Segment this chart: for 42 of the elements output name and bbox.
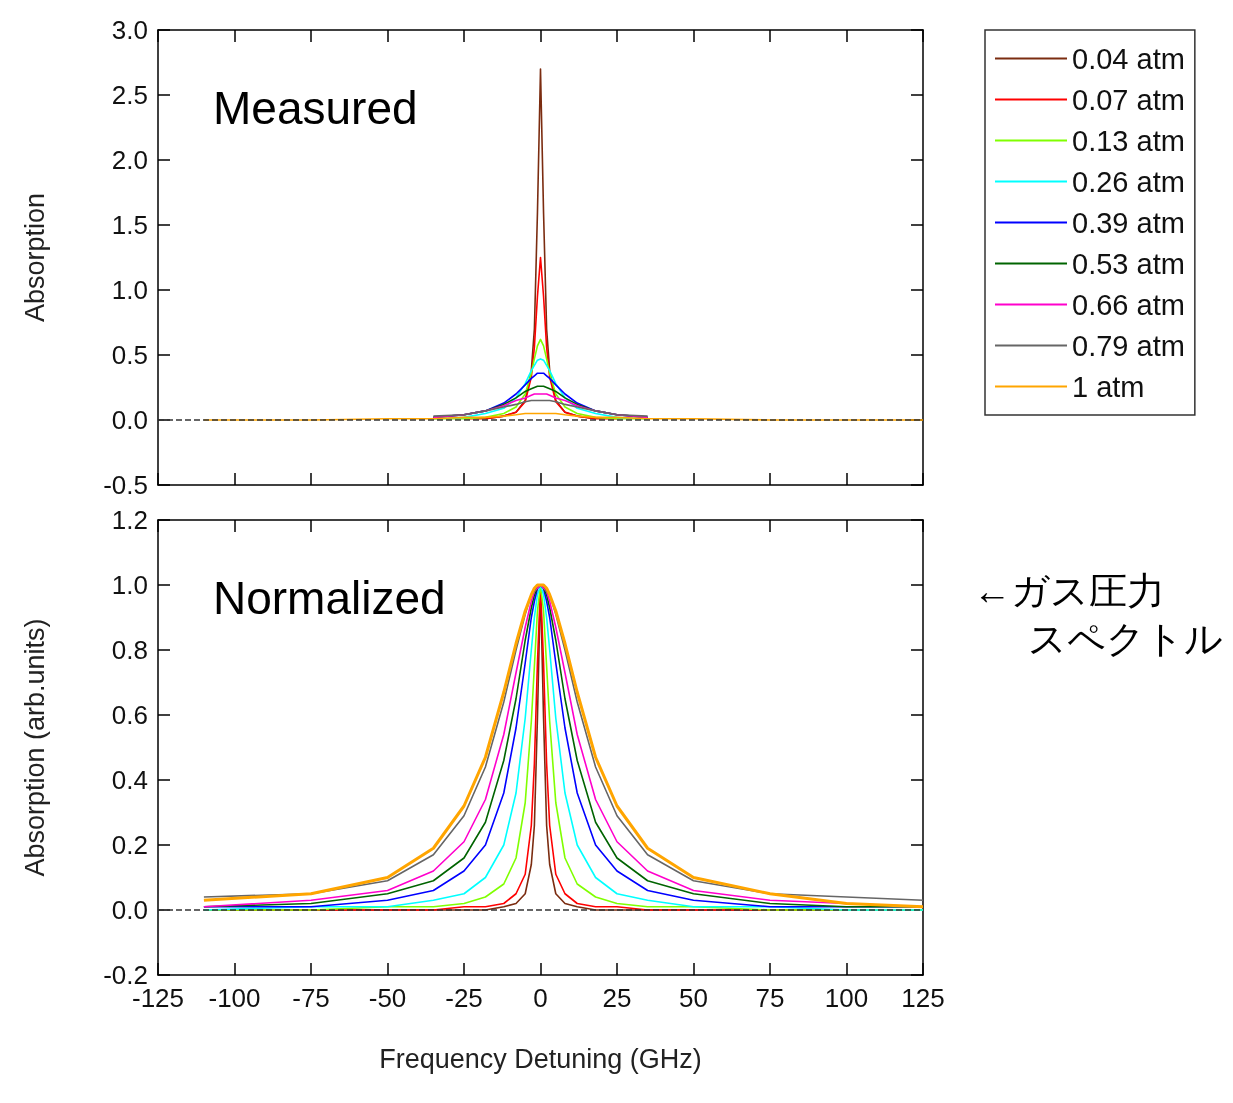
x-tick-label: -50: [368, 983, 407, 1013]
x-tick-label: -100: [208, 983, 261, 1013]
y-tick-label: 0.2: [111, 830, 148, 860]
annotation: Measured: [213, 82, 418, 134]
x-axis-title: Frequency Detuning (GHz): [379, 1043, 702, 1074]
y-tick-label: 0.5: [111, 340, 148, 370]
x-tick-label: 0: [533, 983, 548, 1013]
y-tick-label: 0.8: [111, 635, 148, 665]
x-tick-label: 125: [901, 983, 945, 1013]
x-tick-label: -25: [445, 983, 483, 1013]
y-tick-label: -0.5: [103, 470, 148, 500]
x-tick-label: 75: [755, 983, 785, 1013]
text: スペクトル: [1028, 618, 1223, 660]
y-tick-label: 0.6: [111, 700, 148, 730]
legend-label: 0.13 atm: [1072, 124, 1185, 157]
line-series: [432, 399, 649, 417]
x-tick-label: -75: [292, 983, 330, 1013]
y-tick-label: 2.5: [111, 80, 148, 110]
y-tick-label: 3.0: [111, 15, 148, 45]
legend-label: 0.79 atm: [1072, 329, 1185, 362]
y-tick-label: 1.2: [111, 505, 148, 535]
x-tick-label: 25: [602, 983, 632, 1013]
legend-label: 0.04 atm: [1072, 42, 1185, 75]
legend-label: 0.07 atm: [1072, 83, 1185, 116]
y-tick-label: 0.0: [111, 895, 148, 925]
annotation: Normalized: [213, 572, 446, 624]
y-tick-label: 1.0: [111, 275, 148, 305]
y-tick-label: 2.0: [111, 145, 148, 175]
x-tick-label: 100: [824, 983, 869, 1013]
legend-label: 0.53 atm: [1072, 247, 1185, 280]
y-tick-label: 1.5: [111, 210, 148, 240]
y-tick-label: 0.4: [111, 765, 148, 795]
y-tick-label: 0.0: [111, 405, 148, 435]
legend-label: 0.39 atm: [1072, 206, 1185, 239]
legend-label: 0.66 atm: [1072, 288, 1185, 321]
y-axis-title: Absorption (arb.units): [19, 618, 50, 877]
y-tick-label: 1.0: [111, 570, 148, 600]
legend-label: 1 atm: [1072, 370, 1145, 403]
y-axis-title: Absorption: [19, 192, 50, 323]
legend-label: 0.26 atm: [1072, 165, 1185, 198]
x-tick-label: 50: [679, 983, 708, 1013]
text: ←ガス圧力: [973, 570, 1165, 612]
